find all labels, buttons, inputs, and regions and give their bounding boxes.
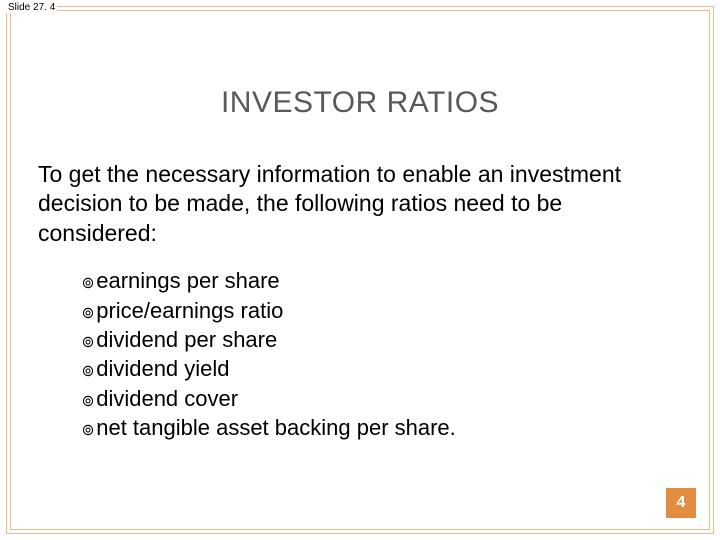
bullet-glyph-icon: ๏ [82,387,94,413]
slide-title: INVESTOR RATIOS [0,86,720,120]
bullet-glyph-icon: ๏ [82,357,94,383]
slide: Slide 27. 4 INVESTOR RATIOS To get the n… [0,0,720,540]
page-number-badge: 4 [666,488,696,518]
bullet-item: ๏earnings per share [82,266,680,295]
bullet-text: dividend yield [96,356,229,381]
bullet-item: ๏dividend per share [82,325,680,354]
bullet-glyph-icon: ๏ [82,299,94,325]
bullet-text: net tangible asset backing per share. [96,415,456,440]
bullet-text: earnings per share [96,268,279,293]
bullet-item: ๏price/earnings ratio [82,296,680,325]
slide-body: To get the necessary information to enab… [38,160,680,443]
bullet-item: ๏dividend cover [82,384,680,413]
slide-label: Slide 27. 4 [6,2,57,13]
bullet-item: ๏net tangible asset backing per share. [82,413,680,442]
bullet-glyph-icon: ๏ [82,416,94,442]
bullet-item: ๏dividend yield [82,354,680,383]
bullet-text: price/earnings ratio [96,298,283,323]
intro-paragraph: To get the necessary information to enab… [38,160,680,248]
bullet-text: dividend per share [96,327,277,352]
bullet-text: dividend cover [96,386,238,411]
bullet-list: ๏earnings per share ๏price/earnings rati… [38,266,680,442]
bullet-glyph-icon: ๏ [82,269,94,295]
bullet-glyph-icon: ๏ [82,328,94,354]
